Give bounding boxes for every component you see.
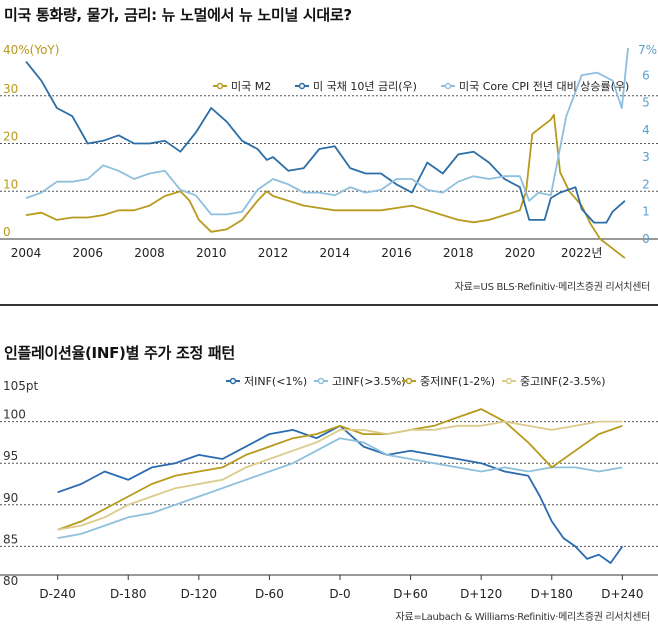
chart2-y-axis-label: 105pt [3, 379, 39, 393]
chart1-x-tick-3: 2010 [196, 246, 227, 260]
chart2-y-tick-2: 90 [3, 491, 18, 505]
chart1-series-line-2 [25, 47, 629, 216]
chart1-left-axis-label: 40%(YoY) [3, 43, 59, 57]
chart2-legend-marker-2 [405, 377, 413, 385]
chart1-x-tick-5: 2014 [319, 246, 350, 260]
chart2-y-tick-0: 80 [3, 574, 18, 588]
chart1-left-tick-2: 20 [3, 130, 18, 144]
chart2-svg: 105pt 80 85 90 95 100 D-240 D-180 D-120 D-60 D-0 D+… [0, 375, 658, 601]
chart2-legend-marker-3 [505, 377, 513, 385]
chart1-right-tick-3: 3 [642, 150, 650, 164]
chart2-x-tick-5: D+60 [393, 587, 428, 601]
chart2-legend-marker-0 [229, 377, 237, 385]
chart2-series-line-3 [57, 420, 623, 531]
chart1-right-tick-1: 1 [642, 205, 650, 219]
chart2-legend-label-1: 고INF(>3.5%) [332, 375, 406, 388]
chart1-left-tick-3: 30 [3, 82, 18, 96]
chart2-legend-label-3: 중고INF(2-3.5%) [520, 375, 606, 388]
chart1-legend-marker-2 [444, 82, 452, 90]
chart2-y-tick-1: 85 [3, 532, 18, 546]
chart1-x-tick-7: 2018 [443, 246, 474, 260]
chart2-legend-label-2: 중저INF(1-2%) [420, 375, 495, 388]
chart1-legend-marker-1 [298, 82, 306, 90]
chart1-x-tick-9: 2022년 [561, 246, 603, 260]
chart2-x-tick-7: D+180 [531, 587, 573, 601]
chart1-x-tick-0: 2004 [11, 246, 42, 260]
chart1-svg: 40%(YoY) 7% 0 10 20 30 0 1 2 3 4 5 6 2004 2006 2008 2010… [0, 43, 658, 260]
chart1-series-line-1 [25, 61, 626, 224]
chart2-x-tick-6: D+120 [460, 587, 502, 601]
chart1-left-tick-0: 0 [3, 225, 11, 239]
chart2-series-line-2 [57, 408, 623, 531]
chart2-legend-label-0: 저INF(<1%) [244, 375, 307, 388]
section-divider [0, 304, 658, 306]
chart1-right-tick-4: 4 [642, 123, 650, 137]
chart1-left-tick-1: 10 [3, 177, 18, 191]
chart1-x-tick-8: 2020 [505, 246, 536, 260]
chart2-x-tick-8: D+240 [601, 587, 643, 601]
chart2-series-line-0 [57, 424, 624, 564]
chart1-x-tick-1: 2006 [72, 246, 103, 260]
chart1-x-tick-2: 2008 [134, 246, 165, 260]
chart2-legend-marker-1 [317, 377, 325, 385]
chart1-legend-label-1: 미 국채 10년 금리(우) [313, 80, 417, 93]
chart1-x-tick-4: 2012 [258, 246, 289, 260]
chart1-legend-label-2: 미국 Core CPI 전년 대비 상승률(우) [459, 80, 629, 93]
chart1-right-tick-6: 6 [642, 68, 650, 82]
chart2-title: 인플레이션율(INF)별 주가 조정 패턴 [4, 344, 235, 362]
chart2-x-tick-2: D-120 [181, 587, 217, 601]
chart2-y-tick-4: 100 [3, 408, 26, 422]
chart1-right-tick-0: 0 [642, 232, 650, 246]
chart2-series-line-1 [57, 437, 623, 539]
chart1-legend-marker-0 [216, 82, 224, 90]
chart1-right-axis-label: 7% [638, 43, 657, 57]
chart1-series-line-0 [25, 113, 626, 259]
chart1-right-tick-2: 2 [642, 177, 650, 191]
chart2-x-tick-0: D-240 [39, 587, 75, 601]
chart1-source: 자료=US BLS·Refinitiv·메리츠증권 리서치센터 [454, 282, 651, 293]
chart1-title: 미국 통화량, 물가, 금리: 뉴 노멀에서 뉴 노미널 시대로? [4, 6, 352, 24]
chart1-right-tick-5: 5 [642, 96, 650, 110]
chart2-x-tick-1: D-180 [110, 587, 146, 601]
chart2-x-tick-3: D-60 [255, 587, 284, 601]
chart2-x-tick-4: D-0 [329, 587, 350, 601]
chart2-source: 자료=Laubach & Williams·Refinitiv·메리츠증권 리서… [395, 612, 651, 623]
chart2-y-tick-3: 95 [3, 449, 18, 463]
chart1-legend-label-0: 미국 M2 [231, 80, 271, 93]
chart1-x-tick-6: 2016 [381, 246, 412, 260]
